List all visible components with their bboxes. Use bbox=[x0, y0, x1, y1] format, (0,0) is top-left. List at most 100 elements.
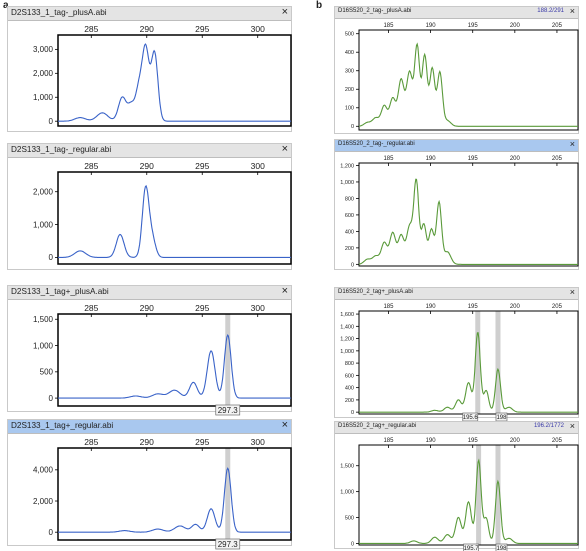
x-tick-label: 190 bbox=[426, 156, 437, 162]
electropherogram-plot[interactable]: 285 290 295 300 0 2,000 4,000 297.3 bbox=[8, 434, 293, 550]
electropherogram-plot[interactable]: 185 190 195 200 205 0 100 200 300 400 500 bbox=[335, 19, 580, 135]
bin-label-box bbox=[495, 543, 508, 551]
plot-frame bbox=[358, 29, 579, 131]
x-tick-label: 195 bbox=[468, 304, 479, 310]
bin-label: 198 bbox=[496, 546, 507, 551]
y-tick-label: 500 bbox=[345, 515, 354, 521]
y-tick-label: 200 bbox=[345, 398, 354, 404]
trace-window-1[interactable]: D2S133_1_tag-_plusA.abi × 285 290 295 300 0 1… bbox=[7, 6, 292, 132]
bin-label-box bbox=[463, 543, 479, 551]
window-titlebar[interactable]: D16S520_2_tag-_regular.abi × bbox=[335, 139, 578, 152]
electropherogram-plot[interactable]: 185 190 195 200 205 0 200 400 600 800 1,000 1,200 1,… bbox=[335, 300, 580, 422]
window-titlebar[interactable]: D16S520_2_tag-_plusA.abi 188.2/291 × bbox=[335, 6, 578, 19]
x-tick-label: 285 bbox=[84, 24, 98, 34]
electropherogram-plot[interactable]: 185 190 195 200 205 0 500 1,000 1,500 195.7 198 bbox=[335, 434, 580, 551]
plot-frame bbox=[57, 34, 292, 127]
window-titlebar[interactable]: D16S520_2_tag+_regular.abi 196.2/1772 × bbox=[335, 421, 578, 434]
plot-frame bbox=[358, 444, 579, 546]
x-tick-label: 195 bbox=[468, 438, 479, 444]
y-tick-label: 1,600 bbox=[340, 312, 354, 318]
close-icon[interactable]: × bbox=[569, 139, 575, 149]
plot-frame bbox=[57, 171, 292, 265]
trace-line bbox=[359, 458, 578, 544]
plot-frame bbox=[358, 310, 579, 415]
window-titlebar[interactable]: D2S133_1_tag+_regular.abi × bbox=[8, 419, 291, 434]
bin-highlight bbox=[225, 314, 231, 406]
y-tick-label: 400 bbox=[345, 50, 354, 56]
y-tick-label: 2,000 bbox=[33, 497, 54, 506]
x-tick-label: 295 bbox=[195, 303, 209, 313]
y-tick-label: 100 bbox=[345, 106, 354, 112]
x-tick-label: 285 bbox=[84, 161, 98, 171]
y-tick-label: 4,000 bbox=[33, 466, 54, 475]
close-icon[interactable]: × bbox=[569, 287, 575, 297]
y-tick-label: 0 bbox=[49, 117, 54, 126]
y-tick-label: 0 bbox=[49, 253, 54, 262]
window-titlebar[interactable]: D2S133_1_tag-_plusA.abi × bbox=[8, 6, 291, 21]
x-tick-label: 205 bbox=[552, 23, 563, 29]
window-titlebar[interactable]: D16S520_2_tag+_plusA.abi × bbox=[335, 287, 578, 300]
y-tick-label: 0 bbox=[351, 124, 354, 130]
x-tick-label: 290 bbox=[140, 161, 154, 171]
close-icon[interactable]: × bbox=[281, 143, 288, 155]
trace-window-3[interactable]: D2S133_1_tag+_plusA.abi × 285 290 295 300 0 5… bbox=[7, 285, 293, 416]
x-tick-label: 300 bbox=[251, 161, 265, 171]
trace-line bbox=[359, 332, 578, 413]
trace-window-5[interactable]: D16S520_2_tag-_plusA.abi 188.2/291 × 185… bbox=[334, 6, 579, 134]
y-tick-label: 0 bbox=[49, 394, 54, 403]
trace-window-8[interactable]: D16S520_2_tag+_regular.abi 196.2/1772 × … bbox=[334, 421, 580, 551]
trace-window-4[interactable]: D2S133_1_tag+_regular.abi × 285 290 295 300… bbox=[7, 419, 293, 550]
close-icon[interactable]: × bbox=[281, 419, 288, 431]
y-tick-label: 3,000 bbox=[33, 45, 54, 54]
trace-window-7[interactable]: D16S520_2_tag+_plusA.abi × 185 190 195 200 2… bbox=[334, 287, 580, 422]
y-tick-label: 600 bbox=[345, 373, 354, 379]
close-icon[interactable]: × bbox=[569, 6, 575, 16]
window-titlebar[interactable]: D2S133_1_tag+_plusA.abi × bbox=[8, 285, 291, 300]
x-tick-label: 185 bbox=[383, 156, 394, 162]
y-tick-label: 1,000 bbox=[340, 180, 354, 186]
y-tick-label: 1,400 bbox=[340, 324, 354, 330]
x-tick-label: 295 bbox=[195, 437, 209, 447]
y-tick-label: 200 bbox=[345, 246, 354, 252]
trace-line bbox=[58, 333, 291, 399]
x-tick-label: 205 bbox=[552, 438, 563, 444]
close-icon[interactable]: × bbox=[281, 285, 288, 297]
window-title: D16S520_2_tag-_plusA.abi bbox=[338, 8, 412, 14]
y-tick-label: 1,000 bbox=[33, 220, 54, 229]
trace-window-2[interactable]: D2S133_1_tag-_regular.abi × 285 290 295 300… bbox=[7, 143, 292, 270]
y-tick-label: 500 bbox=[40, 368, 54, 377]
close-icon[interactable]: × bbox=[281, 6, 288, 18]
plot-frame bbox=[57, 313, 292, 407]
y-tick-label: 800 bbox=[345, 361, 354, 367]
electropherogram-plot[interactable]: 285 290 295 300 0 1,000 2,000 3,000 bbox=[8, 21, 293, 133]
x-tick-label: 200 bbox=[510, 23, 521, 29]
trace-line bbox=[58, 184, 291, 258]
x-tick-label: 290 bbox=[140, 24, 154, 34]
window-title: D16S520_2_tag-_regular.abi bbox=[338, 141, 415, 147]
window-titlebar[interactable]: D2S133_1_tag-_regular.abi × bbox=[8, 143, 291, 158]
bin-highlight bbox=[475, 311, 481, 414]
electropherogram-plot[interactable]: 185 190 195 200 205 0 200 400 600 800 1,000 1,200 bbox=[335, 152, 580, 271]
bin-label: 297.3 bbox=[218, 540, 239, 549]
electropherogram-plot[interactable]: 285 290 295 300 0 500 1,000 1,500 297.3 bbox=[8, 300, 293, 416]
window-title: D2S133_1_tag+_plusA.abi bbox=[11, 287, 109, 296]
x-tick-label: 300 bbox=[251, 24, 265, 34]
close-icon[interactable]: × bbox=[569, 421, 575, 431]
trace-window-6[interactable]: D16S520_2_tag-_regular.abi × 185 190 195 20… bbox=[334, 139, 579, 270]
x-tick-label: 200 bbox=[510, 156, 521, 162]
y-tick-label: 0 bbox=[351, 410, 354, 416]
y-tick-label: 300 bbox=[345, 69, 354, 75]
x-tick-label: 205 bbox=[552, 304, 563, 310]
x-tick-label: 295 bbox=[195, 161, 209, 171]
x-tick-label: 190 bbox=[426, 23, 437, 29]
window-title: D2S133_1_tag-_plusA.abi bbox=[11, 8, 107, 17]
bin-label: 195.6 bbox=[463, 415, 479, 421]
electropherogram-plot[interactable]: 285 290 295 300 0 1,000 2,000 bbox=[8, 158, 293, 271]
trace-line bbox=[58, 467, 291, 533]
y-tick-label: 400 bbox=[345, 229, 354, 235]
x-tick-label: 185 bbox=[383, 304, 394, 310]
window-title: D16S520_2_tag+_regular.abi bbox=[338, 423, 417, 429]
y-tick-label: 1,200 bbox=[340, 337, 354, 343]
y-tick-label: 0 bbox=[351, 541, 354, 547]
x-tick-label: 190 bbox=[426, 438, 437, 444]
